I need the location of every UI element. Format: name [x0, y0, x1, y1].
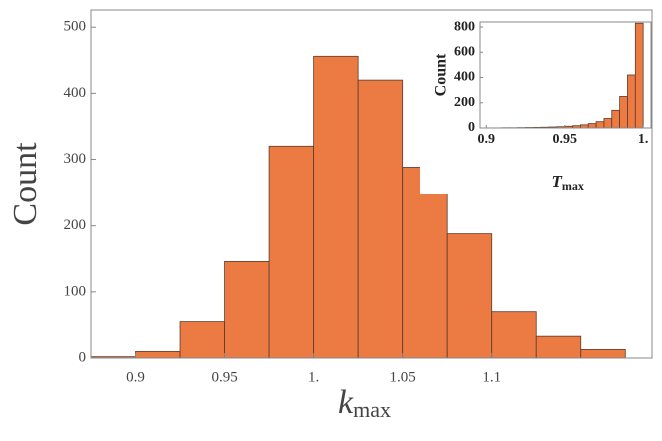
bar: [135, 350, 181, 358]
bar: [402, 167, 448, 358]
y-tick-label: 200: [454, 95, 475, 110]
bar: [313, 55, 359, 358]
y-tick-label: 400: [64, 85, 87, 101]
bar: [634, 22, 644, 128]
bar: [595, 121, 605, 128]
x-tick-label: 0.9: [126, 369, 145, 385]
x-tick-label: 1.05: [390, 369, 416, 385]
bar: [268, 145, 315, 358]
y-tick-label: 800: [454, 19, 475, 34]
x-tick-label: 1.1: [482, 369, 501, 385]
y-tick-label: 600: [454, 45, 475, 60]
bar: [580, 348, 626, 358]
x-tick-label: 0.9: [478, 132, 496, 147]
y-tick-label: 200: [64, 217, 87, 233]
y-tick-label: 100: [64, 283, 87, 299]
y-tick-label: 0: [79, 349, 87, 365]
bar: [627, 74, 636, 128]
bars: [91, 55, 626, 358]
frame: [479, 21, 652, 129]
x-axis-label: Tmax: [552, 172, 584, 193]
x-tick-label: 0.95: [552, 132, 577, 147]
main-chart: 0.9 0.95 1. 1.05 1.10100200300400500Countkma…: [7, 9, 653, 422]
bar: [603, 118, 613, 128]
inset-background: [420, 16, 651, 194]
x-tick-label: 0.95: [211, 369, 237, 385]
bar: [179, 321, 225, 358]
x-axis-label-main: k: [338, 384, 354, 421]
bar: [491, 311, 537, 358]
y-tick-label: 500: [64, 19, 87, 35]
x-tick-label: 1.: [638, 132, 649, 147]
inset-chart: 0.9 0.95 1. 0 200 400 600 800 Count Tmax: [420, 16, 652, 194]
y-tick-label: 300: [64, 151, 87, 167]
x-axis-label-sub: max: [353, 397, 391, 422]
y-axis-label: Count: [433, 53, 450, 96]
bar: [224, 261, 270, 358]
x-tick-label: 1.: [308, 369, 319, 385]
bar: [446, 233, 493, 358]
bar: [611, 109, 621, 128]
bar: [619, 96, 628, 128]
frame: [90, 9, 653, 359]
bar: [357, 79, 404, 358]
bar: [535, 335, 582, 358]
y-tick-label: 400: [454, 70, 475, 85]
x-axis-label: kmax: [338, 384, 391, 422]
x-axis-label-sub: max: [562, 179, 584, 193]
y-tick-label: 0: [468, 120, 475, 135]
y-axis-label: Count: [7, 142, 44, 226]
bar: [587, 123, 597, 128]
x-axis-label-main: T: [552, 172, 563, 191]
